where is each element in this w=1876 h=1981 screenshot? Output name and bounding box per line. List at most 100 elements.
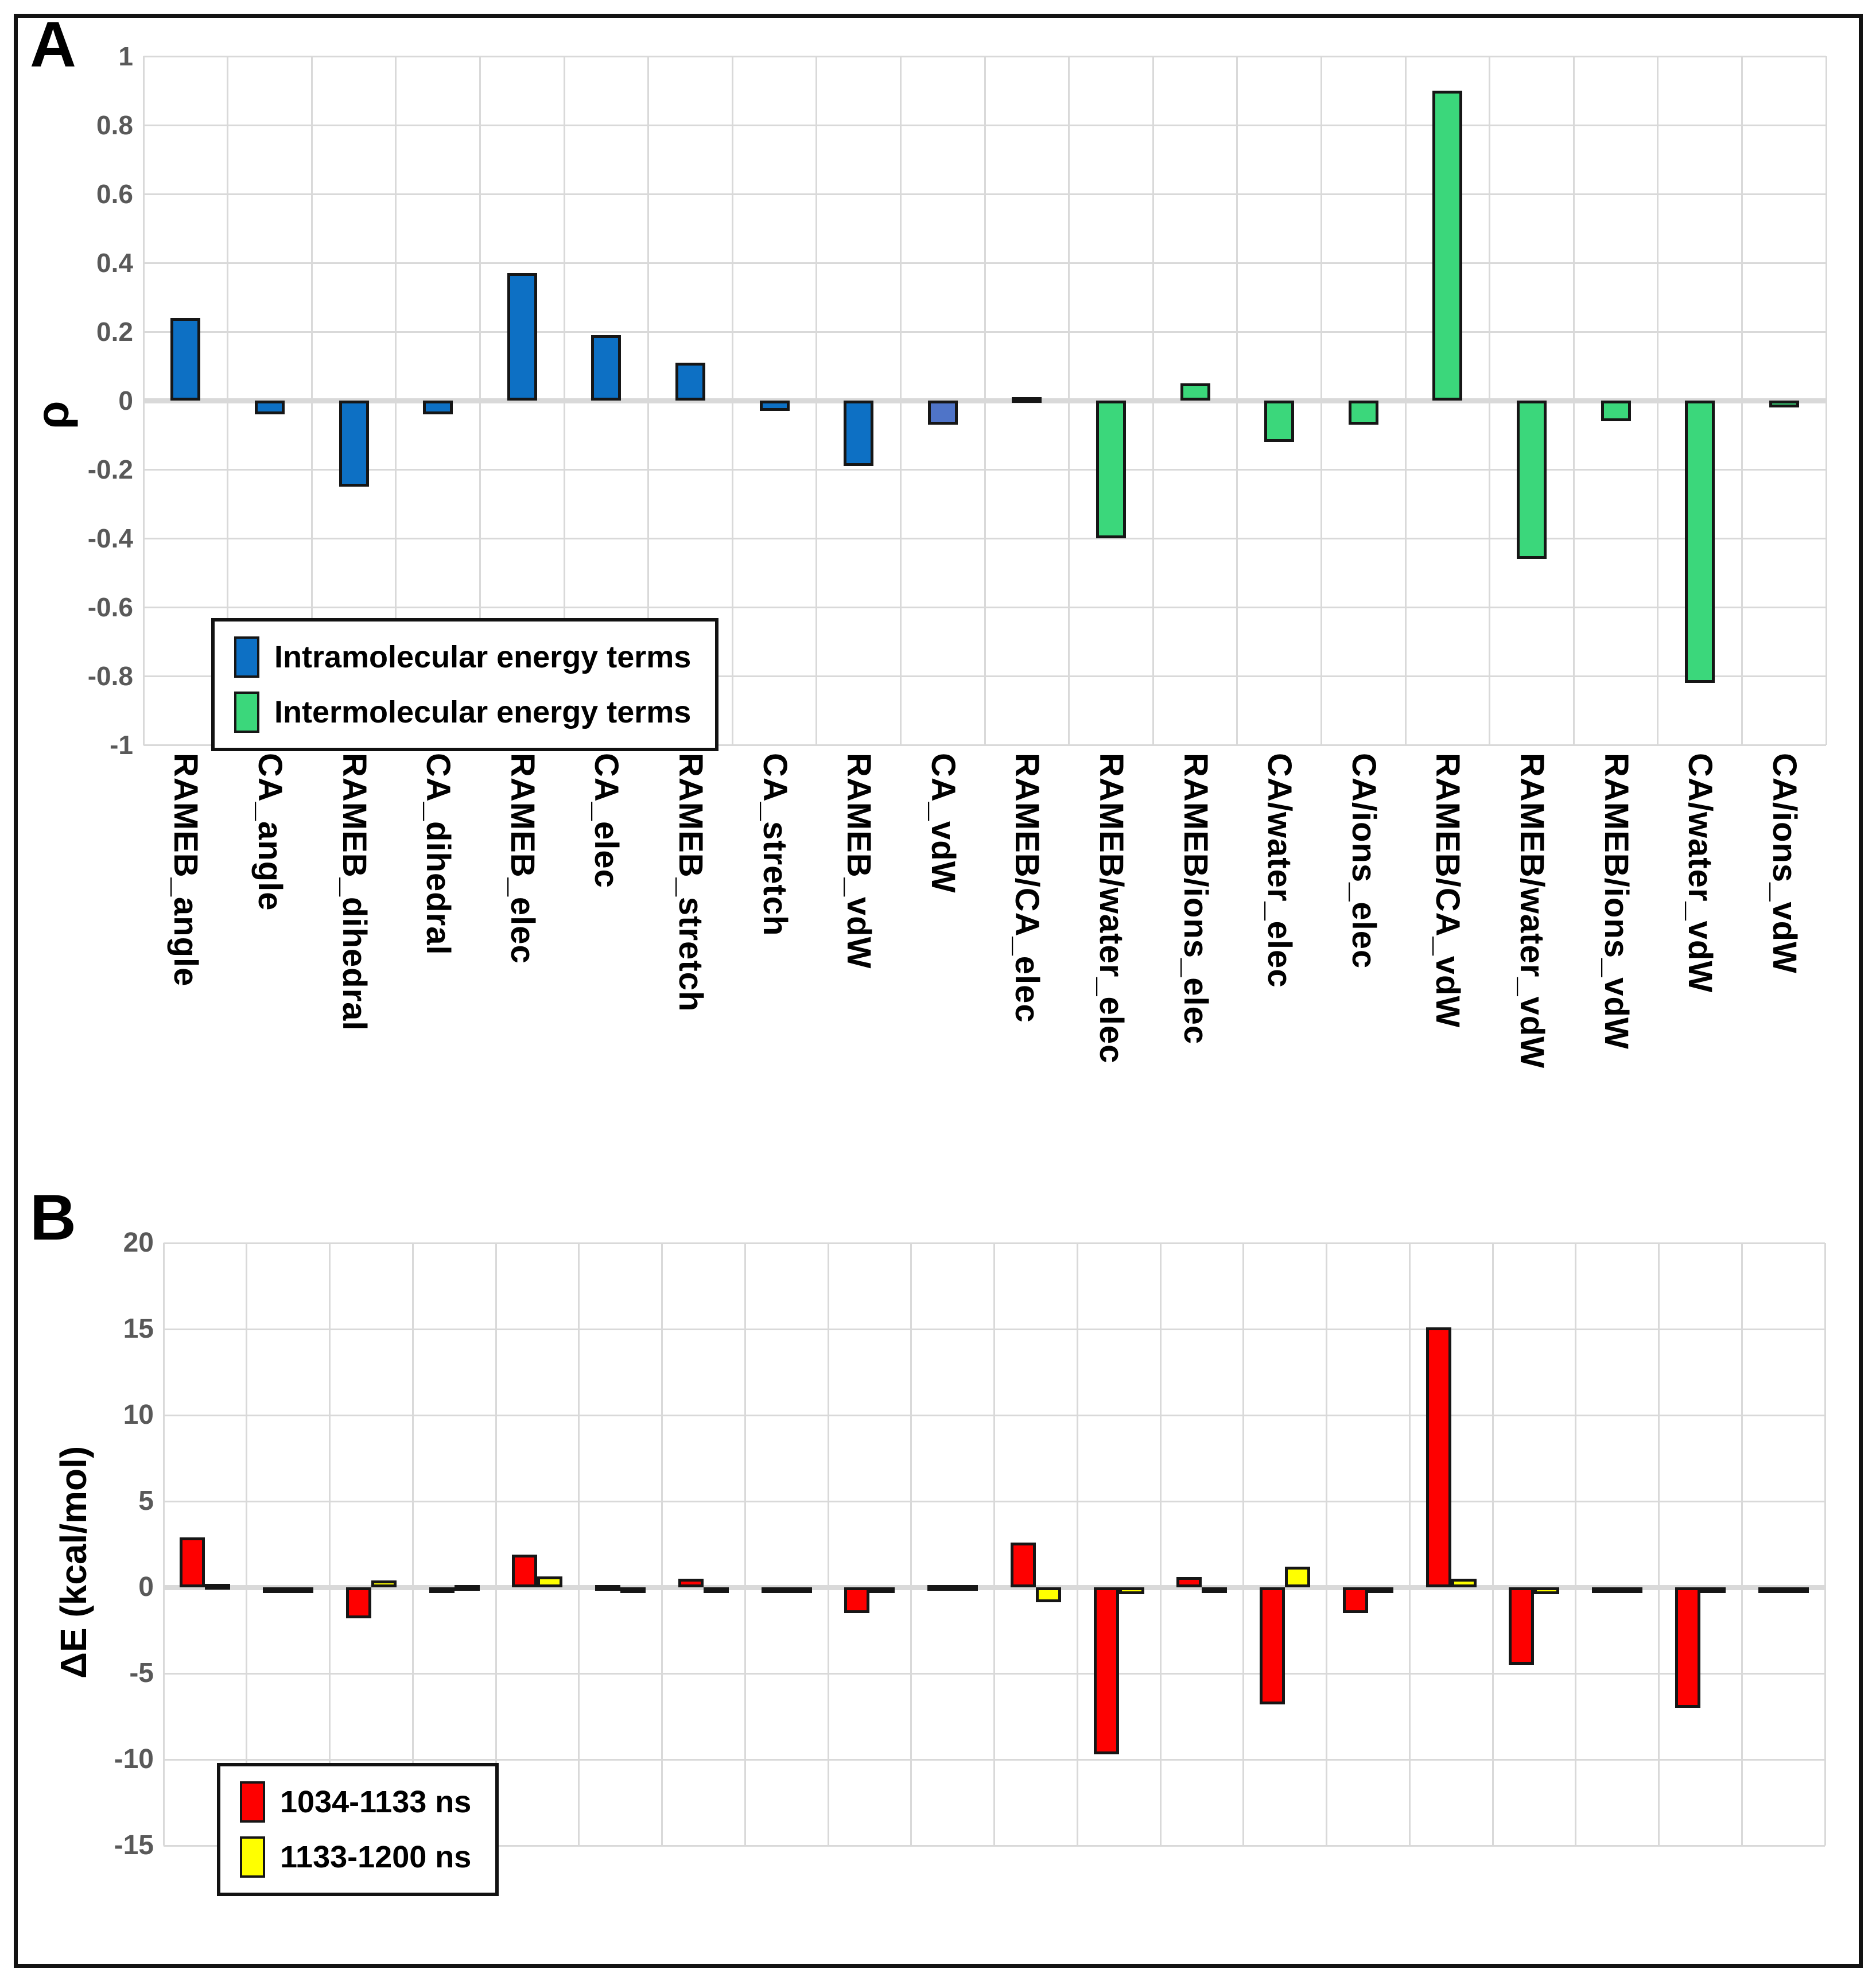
bar-RAMEB/CA_elec-series0	[1010, 1543, 1036, 1587]
bar-RAMEB/water_elec-series1	[1118, 1587, 1144, 1594]
gridline	[661, 1243, 663, 1846]
category-label: CA/ions_elec	[1345, 753, 1382, 969]
bar-CA_stretch-series1	[786, 1587, 812, 1593]
gridline	[1408, 1243, 1411, 1846]
bar-RAMEB_elec-series0	[512, 1555, 538, 1587]
legend-row: 1034-1133 ns	[240, 1781, 471, 1823]
y-tick-label: 0	[118, 386, 133, 415]
bar-CA_stretch-series0	[759, 401, 790, 411]
category-label: CA/water_elec	[1261, 753, 1299, 988]
bar-CA_dihedral-series1	[454, 1585, 480, 1591]
legend-swatch	[234, 636, 259, 678]
bar-CA/ions_vdW-series1	[1783, 1587, 1809, 1593]
gridline	[142, 56, 145, 745]
bar-CA/water_elec-series1	[1264, 401, 1295, 442]
legend-swatch	[234, 692, 259, 733]
bar-RAMEB/water_vdW-series0	[1509, 1587, 1535, 1665]
bar-RAMEB/ions_elec-series0	[1176, 1577, 1202, 1587]
category-label: RAMEB/ions_vdW	[1597, 753, 1635, 1050]
gridline	[815, 56, 818, 745]
legend-row: Intramolecular energy terms	[234, 636, 691, 678]
category-label: CA_vdW	[924, 753, 962, 894]
bar-CA_vdW-series0	[927, 1585, 953, 1591]
bar-CA_angle-series0	[263, 1587, 289, 1593]
y-tick-label: 0.8	[96, 110, 133, 140]
gridline	[1242, 1243, 1245, 1846]
bar-CA/ions_vdW-series1	[1769, 401, 1799, 407]
bar-CA_elec-series0	[595, 1585, 621, 1591]
category-label: CA_dihedral	[420, 753, 457, 955]
legend-row: 1133-1200 ns	[240, 1836, 471, 1878]
y-tick-label: -0.2	[87, 455, 133, 484]
gridline	[827, 1243, 829, 1846]
bar-RAMEB_dihedral-series1	[371, 1580, 397, 1587]
gridline	[1489, 56, 1491, 745]
y-tick-label: -0.6	[87, 592, 133, 622]
y-tick-label: -1	[110, 730, 133, 760]
category-label: RAMEB_elec	[503, 753, 541, 964]
category-label: RAMEB/CA_elec	[1008, 753, 1046, 1023]
bar-RAMEB/ions_elec-series1	[1180, 383, 1210, 401]
bar-CA/water_vdW-series1	[1685, 401, 1715, 683]
gridline	[1658, 1243, 1660, 1846]
gridline	[1076, 1243, 1078, 1846]
bar-RAMEB/CA_vdW-series1	[1451, 1579, 1477, 1587]
y-tick-label: 5	[138, 1486, 154, 1516]
gridline	[647, 56, 650, 745]
bar-CA_angle-series1	[288, 1587, 314, 1593]
panel-b-legend: 1034-1133 ns 1133-1200 ns	[217, 1763, 499, 1896]
y-tick-label: -15	[114, 1830, 154, 1860]
gridline	[1657, 56, 1659, 745]
bar-CA/ions_elec-series1	[1348, 401, 1378, 425]
category-label: CA/ions_vdW	[1765, 753, 1803, 974]
gridline	[563, 56, 565, 745]
gridline	[329, 1243, 331, 1846]
legend-swatch	[240, 1781, 265, 1823]
gridline	[495, 1243, 497, 1846]
y-tick-label: 0.6	[96, 179, 133, 209]
bar-RAMEB/ions_elec-series1	[1202, 1587, 1228, 1593]
bar-RAMEB_angle-series0	[170, 318, 201, 401]
legend-row: Intermolecular energy terms	[234, 692, 691, 733]
bar-RAMEB/CA_vdW-series0	[1426, 1327, 1451, 1587]
legend-label: 1133-1200 ns	[280, 1840, 472, 1874]
figure-border	[14, 14, 1863, 1968]
y-tick-label: -10	[114, 1744, 154, 1774]
y-tick-label: 1	[118, 41, 133, 71]
bar-RAMEB/ions_vdW-series1	[1617, 1587, 1643, 1593]
bar-RAMEB_dihedral-series0	[339, 401, 369, 487]
bar-RAMEB_angle-series1	[205, 1584, 231, 1590]
gridline	[1741, 56, 1743, 745]
gridline	[310, 56, 313, 745]
gridline	[1404, 56, 1407, 745]
bar-CA/ions_elec-series0	[1342, 1587, 1368, 1613]
bar-RAMEB_angle-series0	[180, 1537, 205, 1587]
bar-RAMEB_stretch-series0	[678, 1579, 704, 1587]
bar-RAMEB/CA_elec-series1	[1035, 1587, 1061, 1602]
gridline	[1152, 56, 1154, 745]
category-label: RAMEB/water_vdW	[1513, 753, 1551, 1069]
bar-CA/water_vdW-series1	[1700, 1587, 1726, 1593]
gridline	[731, 56, 733, 745]
y-tick-label: 0	[138, 1572, 154, 1602]
gridline	[993, 1243, 995, 1846]
gridline	[411, 1243, 414, 1846]
gridline	[984, 56, 986, 745]
bar-RAMEB_vdW-series0	[844, 401, 874, 466]
gridline	[578, 1243, 580, 1846]
category-label: CA/water_vdW	[1681, 753, 1719, 993]
y-tick-label: -0.4	[87, 523, 133, 553]
panel-b-y-axis-title: ΔE (kcal/mol)	[53, 1446, 94, 1679]
bar-CA_angle-series0	[254, 401, 285, 414]
bar-RAMEB/CA_vdW-series1	[1432, 91, 1463, 401]
gridline	[1236, 56, 1238, 745]
category-label: RAMEB/water_elec	[1092, 753, 1130, 1064]
y-tick-label: 10	[123, 1400, 154, 1430]
bar-RAMEB/water_elec-series1	[1096, 401, 1126, 538]
gridline	[143, 744, 1826, 746]
y-tick-label: 0.2	[96, 317, 133, 347]
panel-a-legend: Intramolecular energy terms Intermolecula…	[211, 618, 719, 751]
bar-RAMEB_elec-series1	[537, 1576, 563, 1587]
legend-label: 1034-1133 ns	[280, 1785, 472, 1819]
gridline	[246, 1243, 248, 1846]
